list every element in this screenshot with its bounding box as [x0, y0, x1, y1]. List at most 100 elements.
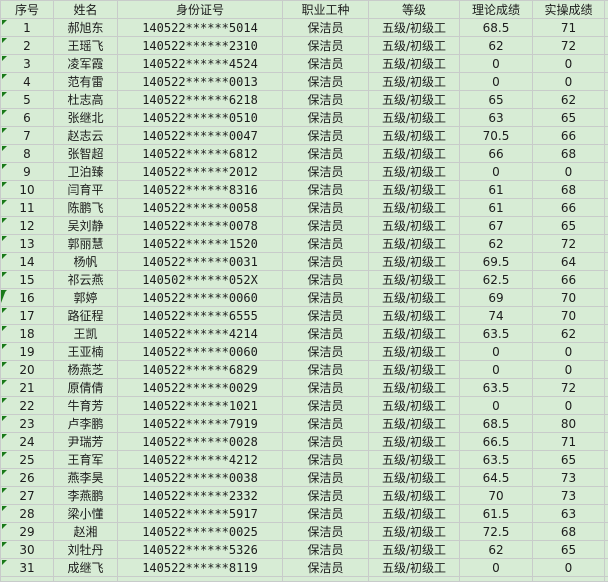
- cell-serial[interactable]: 27: [0, 486, 54, 505]
- cell-theory-score[interactable]: 62: [459, 234, 533, 253]
- cell-level[interactable]: 五级/初级工: [368, 252, 460, 271]
- cell-name[interactable]: 尹瑞芳: [53, 432, 118, 451]
- cell-practical-score[interactable]: 68: [532, 180, 605, 199]
- cell-name[interactable]: 张智超: [53, 144, 118, 163]
- cell-theory-score[interactable]: 0: [459, 396, 533, 415]
- cell-theory-score[interactable]: 70.5: [459, 126, 533, 145]
- cell-level[interactable]: 五级/初级工: [368, 378, 460, 397]
- cell-practical-score[interactable]: 66: [532, 126, 605, 145]
- cell-practical-score[interactable]: 72: [532, 378, 605, 397]
- cell-job[interactable]: 保洁员: [282, 54, 369, 73]
- cell-id-number[interactable]: 140522******0510: [117, 108, 283, 127]
- cell-serial[interactable]: 13: [0, 234, 54, 253]
- cell-serial[interactable]: 24: [0, 432, 54, 451]
- cell-level[interactable]: 五级/初级工: [368, 54, 460, 73]
- cell-theory-score[interactable]: 61: [459, 198, 533, 217]
- cell-id-number[interactable]: 140522******4524: [117, 54, 283, 73]
- empty-cell[interactable]: [368, 576, 460, 582]
- cell-name[interactable]: 梁小懂: [53, 504, 118, 523]
- cell-job[interactable]: 保洁员: [282, 432, 369, 451]
- cell-level[interactable]: 五级/初级工: [368, 450, 460, 469]
- cell-id-number[interactable]: 140522******2310: [117, 36, 283, 55]
- cell-job[interactable]: 保洁员: [282, 288, 369, 307]
- cell-theory-score[interactable]: 62: [459, 36, 533, 55]
- cell-serial[interactable]: 31: [0, 558, 54, 577]
- cell-level[interactable]: 五级/初级工: [368, 504, 460, 523]
- cell-name[interactable]: 祁云燕: [53, 270, 118, 289]
- cell-job[interactable]: 保洁员: [282, 72, 369, 91]
- cell-level[interactable]: 五级/初级工: [368, 414, 460, 433]
- cell-name[interactable]: 王亚楠: [53, 342, 118, 361]
- cell-name[interactable]: 郝旭东: [53, 18, 118, 37]
- cell-theory-score[interactable]: 61: [459, 180, 533, 199]
- cell-serial[interactable]: 11: [0, 198, 54, 217]
- cell-practical-score[interactable]: 64: [532, 252, 605, 271]
- cell-id-number[interactable]: 140522******0058: [117, 198, 283, 217]
- cell-level[interactable]: 五级/初级工: [368, 180, 460, 199]
- cell-theory-score[interactable]: 68.5: [459, 18, 533, 37]
- cell-job[interactable]: 保洁员: [282, 486, 369, 505]
- cell-job[interactable]: 保洁员: [282, 234, 369, 253]
- cell-level[interactable]: 五级/初级工: [368, 306, 460, 325]
- empty-cell[interactable]: [117, 576, 283, 582]
- cell-id-number[interactable]: 140522******6555: [117, 306, 283, 325]
- cell-serial[interactable]: 18: [0, 324, 54, 343]
- cell-id-number[interactable]: 140522******4212: [117, 450, 283, 469]
- cell-job[interactable]: 保洁员: [282, 396, 369, 415]
- cell-id-number[interactable]: 140522******2012: [117, 162, 283, 181]
- cell-name[interactable]: 刘牡丹: [53, 540, 118, 559]
- cell-serial[interactable]: 16: [0, 288, 54, 307]
- cell-job[interactable]: 保洁员: [282, 540, 369, 559]
- cell-name[interactable]: 范有雷: [53, 72, 118, 91]
- cell-name[interactable]: 杨帆: [53, 252, 118, 271]
- empty-cell[interactable]: [0, 576, 54, 582]
- cell-theory-score[interactable]: 69.5: [459, 252, 533, 271]
- cell-name[interactable]: 李燕鹏: [53, 486, 118, 505]
- cell-id-number[interactable]: 140522******0078: [117, 216, 283, 235]
- cell-id-number[interactable]: 140502******052X: [117, 270, 283, 289]
- cell-id-number[interactable]: 140522******1520: [117, 234, 283, 253]
- cell-id-number[interactable]: 140522******0029: [117, 378, 283, 397]
- cell-practical-score[interactable]: 70: [532, 306, 605, 325]
- cell-practical-score[interactable]: 65: [532, 108, 605, 127]
- cell-level[interactable]: 五级/初级工: [368, 270, 460, 289]
- cell-serial[interactable]: 1: [0, 18, 54, 37]
- cell-serial[interactable]: 20: [0, 360, 54, 379]
- cell-level[interactable]: 五级/初级工: [368, 36, 460, 55]
- cell-serial[interactable]: 22: [0, 396, 54, 415]
- cell-id-number[interactable]: 140522******5326: [117, 540, 283, 559]
- cell-level[interactable]: 五级/初级工: [368, 342, 460, 361]
- cell-level[interactable]: 五级/初级工: [368, 216, 460, 235]
- cell-theory-score[interactable]: 0: [459, 342, 533, 361]
- cell-name[interactable]: 吴刘静: [53, 216, 118, 235]
- cell-job[interactable]: 保洁员: [282, 306, 369, 325]
- cell-job[interactable]: 保洁员: [282, 468, 369, 487]
- cell-practical-score[interactable]: 62: [532, 90, 605, 109]
- cell-theory-score[interactable]: 0: [459, 72, 533, 91]
- cell-serial[interactable]: 15: [0, 270, 54, 289]
- col-header-level[interactable]: 等级: [368, 0, 460, 19]
- cell-practical-score[interactable]: 71: [532, 18, 605, 37]
- cell-theory-score[interactable]: 63.5: [459, 450, 533, 469]
- cell-level[interactable]: 五级/初级工: [368, 468, 460, 487]
- cell-practical-score[interactable]: 72: [532, 36, 605, 55]
- empty-cell[interactable]: [459, 576, 533, 582]
- cell-theory-score[interactable]: 63: [459, 108, 533, 127]
- cell-practical-score[interactable]: 70: [532, 288, 605, 307]
- cell-name[interactable]: 牛育芳: [53, 396, 118, 415]
- cell-level[interactable]: 五级/初级工: [368, 198, 460, 217]
- cell-name[interactable]: 杜志高: [53, 90, 118, 109]
- cell-id-number[interactable]: 140522******0031: [117, 252, 283, 271]
- cell-serial[interactable]: 26: [0, 468, 54, 487]
- col-header-practical-score[interactable]: 实操成绩: [532, 0, 605, 19]
- cell-level[interactable]: 五级/初级工: [368, 432, 460, 451]
- cell-name[interactable]: 卫泊臻: [53, 162, 118, 181]
- cell-theory-score[interactable]: 61.5: [459, 504, 533, 523]
- cell-job[interactable]: 保洁员: [282, 144, 369, 163]
- cell-serial[interactable]: 7: [0, 126, 54, 145]
- cell-theory-score[interactable]: 69: [459, 288, 533, 307]
- cell-job[interactable]: 保洁员: [282, 90, 369, 109]
- cell-level[interactable]: 五级/初级工: [368, 324, 460, 343]
- cell-id-number[interactable]: 140522******5014: [117, 18, 283, 37]
- cell-id-number[interactable]: 140522******7919: [117, 414, 283, 433]
